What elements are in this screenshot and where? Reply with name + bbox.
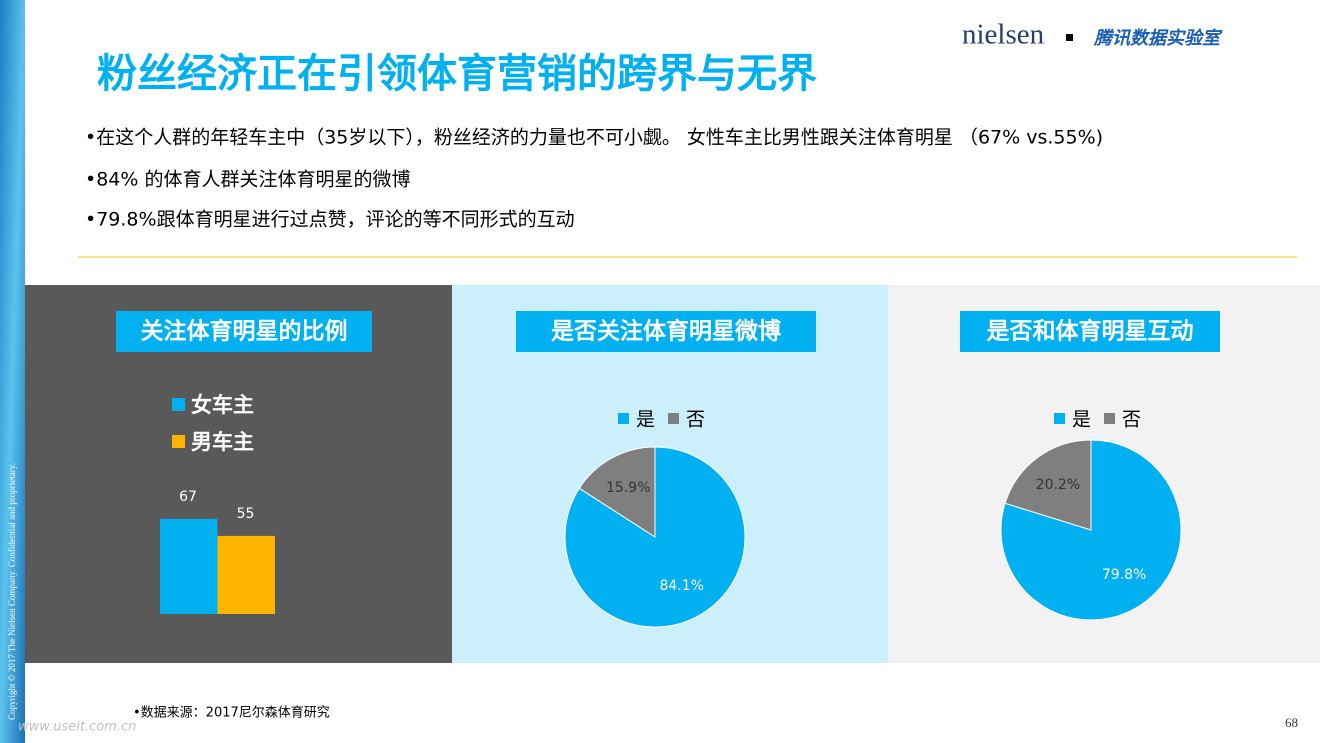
legend-swatch bbox=[1104, 413, 1115, 424]
legend-label: 是 bbox=[636, 409, 655, 431]
data-label: 20.2% bbox=[1036, 477, 1080, 493]
legend-label: 否 bbox=[1122, 409, 1141, 431]
legend-label: 是 bbox=[1072, 409, 1091, 431]
data-label: 55 bbox=[237, 506, 255, 522]
chart-title-box bbox=[516, 311, 816, 352]
separator bbox=[1066, 34, 1073, 41]
chart-title: 关注体育明星的比例 bbox=[141, 318, 348, 345]
pie-slice bbox=[578, 446, 656, 538]
data-label: 15.9% bbox=[606, 480, 650, 496]
pie-slice bbox=[1004, 439, 1092, 531]
copyright: Copyright © 2017 The Nielsen Company. Co… bbox=[7, 463, 17, 720]
data-label: 67 bbox=[179, 489, 197, 505]
legend-swatch bbox=[668, 413, 679, 424]
legend-label: 男车主 bbox=[191, 430, 254, 454]
brand: 腾讯数据实验室 bbox=[1093, 28, 1223, 49]
bar bbox=[217, 535, 275, 614]
legend-swatch bbox=[1054, 413, 1065, 424]
chart-title: 是否和体育明星互动 bbox=[987, 318, 1194, 345]
legend-label: 女车主 bbox=[191, 393, 254, 417]
legend-swatch bbox=[618, 413, 629, 424]
legend-swatch bbox=[172, 398, 185, 411]
page-number: 68 bbox=[1285, 715, 1298, 730]
bullet: •在这个人群的年轻车主中（35岁以下），粉丝经济的力量也不可小觑。 女性车主比男… bbox=[85, 127, 1103, 149]
data-label: 79.8% bbox=[1102, 567, 1146, 583]
watermark: www.useit.com.cn bbox=[18, 720, 136, 735]
logo: nielsen bbox=[962, 19, 1045, 51]
chart-title-box bbox=[116, 311, 372, 352]
legend-swatch bbox=[172, 435, 185, 448]
side-strip bbox=[0, 0, 25, 743]
legend-label: 否 bbox=[686, 409, 705, 431]
slide-title: 粉丝经济正在引领体育营销的跨界与无界 bbox=[97, 51, 817, 97]
bar bbox=[160, 518, 218, 614]
bullet: •84% 的体育人群关注体育明星的微博 bbox=[85, 169, 410, 191]
data-label: 84.1% bbox=[659, 578, 703, 594]
source: •数据来源：2017尼尔森体育研究 bbox=[133, 705, 330, 721]
chart-title-box bbox=[960, 311, 1220, 352]
bullet: •79.8%跟体育明星进行过点赞，评论的等不同形式的互动 bbox=[85, 209, 575, 231]
chart-title: 是否关注体育明星微博 bbox=[551, 318, 781, 345]
